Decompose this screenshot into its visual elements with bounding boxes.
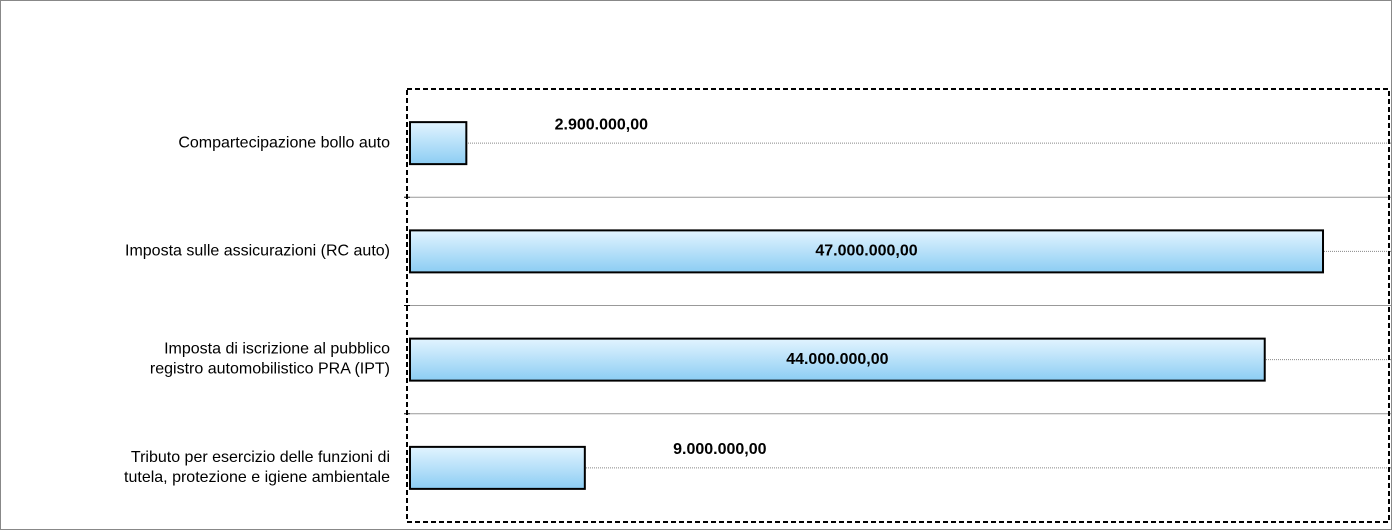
value-label: 44.000.000,00: [786, 351, 888, 368]
value-label: 2.900.000,00: [555, 116, 649, 133]
bar: [409, 337, 1266, 382]
value-label: 9.000.000,00: [673, 441, 767, 458]
y-tick-label: Imposta sulle assicurazioni (RC auto): [125, 243, 390, 260]
bar: [409, 229, 1325, 274]
bar: [409, 445, 586, 490]
y-tick-label: Compartecipazione bollo auto: [178, 134, 390, 151]
bar: [409, 121, 468, 166]
value-label: 47.000.000,00: [815, 243, 917, 260]
y-tick-label: Tributo per esercizio delle funzioni di t…: [124, 449, 390, 486]
plot-area: [406, 88, 1390, 523]
y-tick-label: Imposta di iscrizione al pubblico registr…: [150, 341, 390, 378]
